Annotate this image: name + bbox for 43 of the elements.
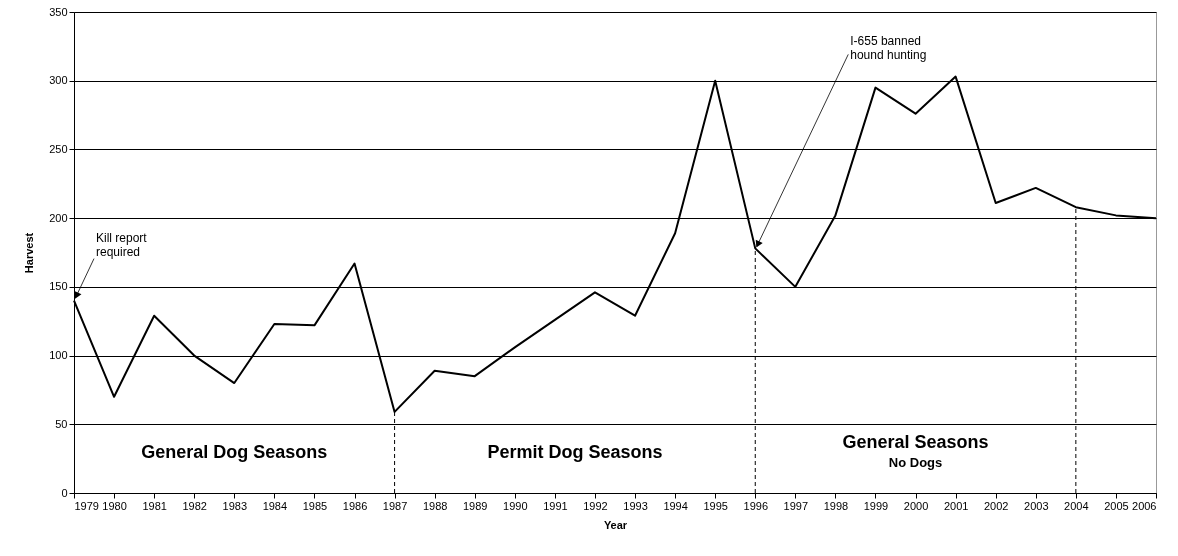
- x-tick-label: 1979: [74, 499, 99, 512]
- x-tick-label: 2000: [903, 499, 929, 512]
- x-axis-title: Year: [603, 518, 628, 531]
- x-tick-label: 1985: [302, 499, 328, 512]
- x-tick-label: 1990: [503, 499, 528, 512]
- x-tick-label: 2006: [1132, 499, 1157, 512]
- x-tick-label: 1999: [863, 499, 889, 512]
- x-tick-label: 2003: [1024, 499, 1049, 512]
- y-tick-label: 250: [49, 142, 68, 155]
- y-tick-label: 350: [49, 5, 68, 18]
- x-tick-label: 2004: [1064, 499, 1089, 512]
- x-tick-label: 1995: [703, 499, 728, 512]
- x-tick-label: 1988: [422, 499, 448, 512]
- annotation: General Seasons No Dogs: [842, 432, 989, 470]
- y-tick-label: 150: [49, 280, 68, 293]
- x-tick-label: 2005: [1104, 499, 1129, 512]
- x-tick-label: 1989: [463, 499, 488, 512]
- x-tick-label: 1991: [543, 499, 568, 512]
- annotation: Permit Dog Seasons: [487, 442, 663, 462]
- y-tick-label: 100: [49, 349, 68, 362]
- x-tick-label: 1996: [743, 499, 768, 512]
- x-tick-label: 1982: [182, 499, 207, 512]
- annotation: Kill report required: [96, 230, 148, 259]
- x-tick-label: 1986: [342, 499, 368, 512]
- x-tick-label: 1992: [583, 499, 608, 512]
- x-tick-label: 1994: [663, 499, 688, 512]
- annotation: General Dog Seasons: [141, 442, 328, 462]
- x-tick-label: 2002: [983, 499, 1009, 512]
- x-tick-label: 1997: [783, 499, 809, 512]
- x-tick-label: 1993: [623, 499, 648, 512]
- x-tick-label: 1983: [222, 499, 248, 512]
- y-axis-title: Harvest: [23, 232, 36, 274]
- x-tick-label: 1980: [102, 499, 127, 512]
- y-tick-label: 300: [49, 74, 68, 87]
- x-tick-label: 1987: [382, 499, 408, 512]
- y-tick-label: 50: [55, 417, 68, 430]
- x-tick-label: 1981: [142, 499, 167, 512]
- y-tick-label: 0: [61, 486, 68, 499]
- annotation: I-655 banned hound hunting: [850, 34, 927, 63]
- x-tick-label: 1998: [823, 499, 849, 512]
- x-tick-label: 2001: [943, 499, 969, 512]
- y-tick-label: 200: [49, 211, 68, 224]
- x-tick-label: 1984: [262, 499, 288, 512]
